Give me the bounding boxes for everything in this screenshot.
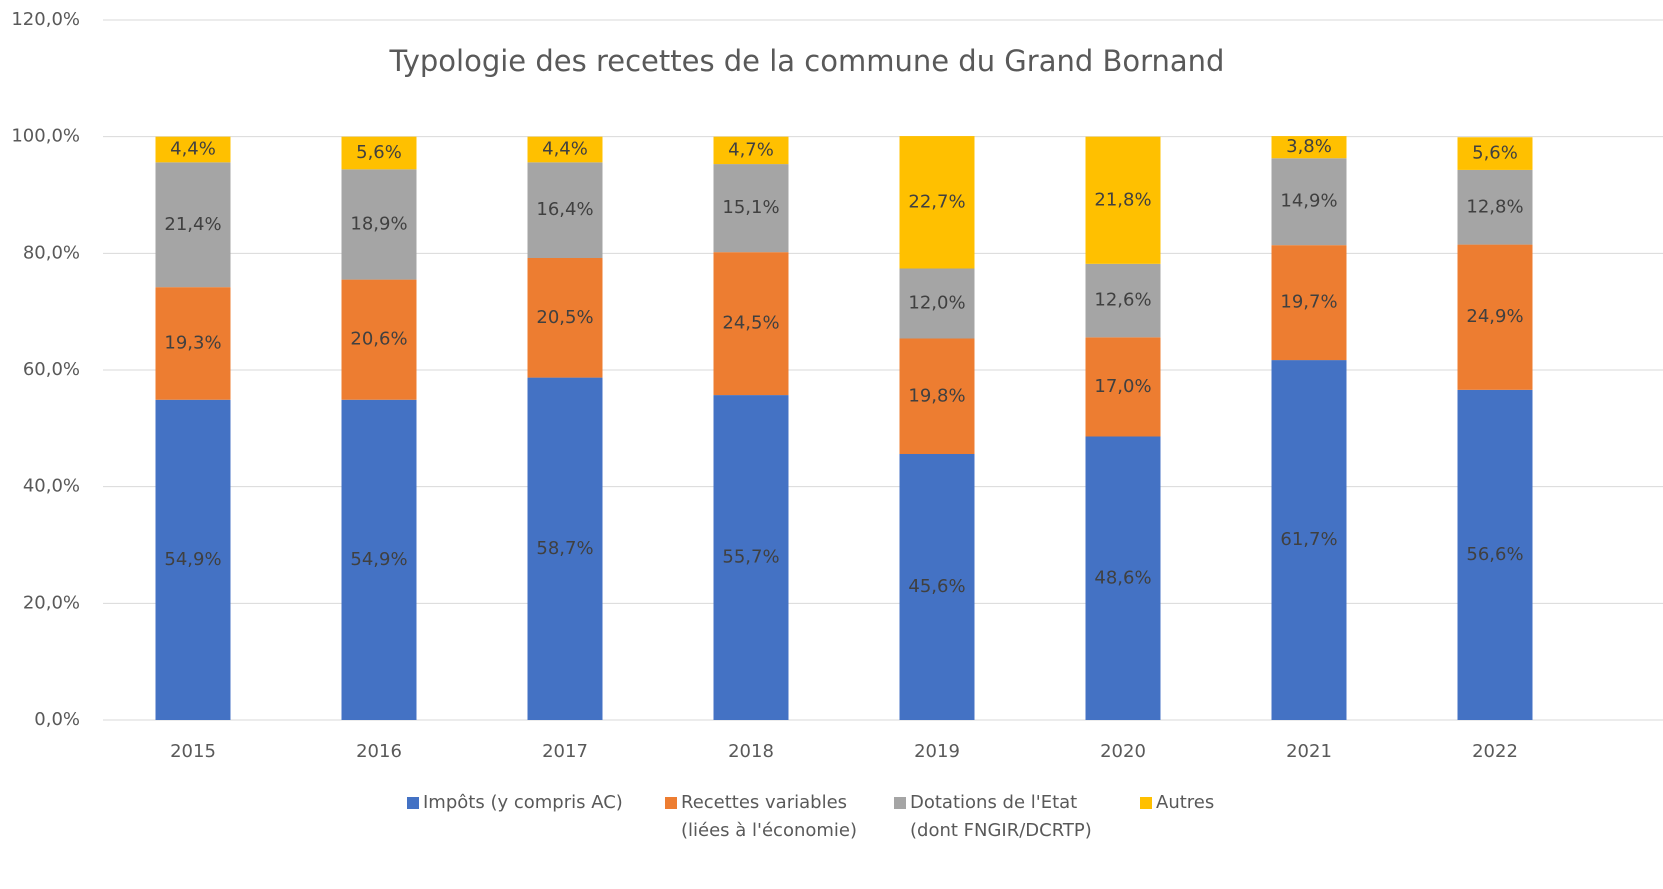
y-tick-label: 80,0% bbox=[23, 242, 80, 263]
chart-title: Typologie des recettes de la commune du … bbox=[389, 44, 1225, 78]
bar-segment bbox=[899, 454, 975, 720]
bar-segment bbox=[155, 287, 231, 400]
bar-segment bbox=[1457, 244, 1533, 390]
bar-segment bbox=[1085, 263, 1161, 338]
data-label: 55,7% bbox=[722, 547, 779, 568]
data-label: 18,9% bbox=[350, 213, 407, 234]
bar-segment bbox=[155, 162, 231, 288]
x-tick-label: 2019 bbox=[914, 741, 960, 762]
x-tick-label: 2020 bbox=[1100, 741, 1146, 762]
bar-segment bbox=[1457, 137, 1533, 170]
bar-segment bbox=[1085, 337, 1161, 437]
y-tick-label: 100,0% bbox=[11, 126, 80, 147]
data-label: 21,4% bbox=[164, 214, 221, 235]
data-label: 4,7% bbox=[728, 139, 774, 160]
bar-segment bbox=[899, 268, 975, 339]
x-tick-label: 2021 bbox=[1286, 741, 1332, 762]
data-label: 3,8% bbox=[1286, 136, 1332, 157]
data-label: 24,9% bbox=[1466, 306, 1523, 327]
data-label: 19,8% bbox=[908, 385, 965, 406]
data-label: 22,7% bbox=[908, 191, 965, 212]
data-label: 15,1% bbox=[722, 197, 779, 218]
y-tick-label: 0,0% bbox=[34, 709, 80, 730]
data-label: 5,6% bbox=[356, 142, 402, 163]
data-label: 20,5% bbox=[536, 307, 593, 328]
legend-item: Impôts (y compris AC) bbox=[407, 789, 623, 817]
legend-label: Dotations de l'Etat (dont FNGIR/DCRTP) bbox=[910, 792, 1092, 841]
bar-segment bbox=[527, 136, 603, 163]
data-label: 4,4% bbox=[542, 139, 588, 160]
bar-segment bbox=[1457, 169, 1533, 245]
x-tick-label: 2016 bbox=[356, 741, 402, 762]
bar-segment bbox=[713, 164, 789, 253]
data-label: 45,6% bbox=[908, 576, 965, 597]
legend-item: Autres bbox=[1140, 789, 1214, 817]
x-tick-label: 2015 bbox=[170, 741, 216, 762]
bar-segment bbox=[527, 162, 603, 258]
data-label: 48,6% bbox=[1094, 567, 1151, 588]
data-label: 24,5% bbox=[722, 313, 779, 334]
data-label: 20,6% bbox=[350, 329, 407, 350]
bar-segment bbox=[341, 279, 417, 400]
data-label: 58,7% bbox=[536, 538, 593, 559]
y-tick-label: 40,0% bbox=[23, 476, 80, 497]
bar-segment bbox=[155, 399, 231, 720]
data-label: 16,4% bbox=[536, 199, 593, 220]
data-label: 12,6% bbox=[1094, 290, 1151, 311]
legend-swatch bbox=[1140, 797, 1152, 809]
bar-segment bbox=[1271, 245, 1347, 361]
data-label: 14,9% bbox=[1280, 191, 1337, 212]
x-tick-label: 2017 bbox=[542, 741, 588, 762]
legend-label: Impôts (y compris AC) bbox=[423, 792, 623, 813]
bar-segment bbox=[899, 338, 975, 454]
bar-segment bbox=[1271, 158, 1347, 246]
data-label: 5,6% bbox=[1472, 143, 1518, 164]
x-tick-label: 2018 bbox=[728, 741, 774, 762]
legend-item: Recettes variables (liées à l'économie) bbox=[665, 789, 857, 845]
y-tick-label: 20,0% bbox=[23, 592, 80, 613]
bar-segment bbox=[899, 136, 975, 269]
data-label: 54,9% bbox=[350, 549, 407, 570]
y-tick-label: 60,0% bbox=[23, 359, 80, 380]
data-label: 54,9% bbox=[164, 549, 221, 570]
data-label: 17,0% bbox=[1094, 376, 1151, 397]
legend-label: Autres bbox=[1156, 792, 1215, 813]
bar-segment bbox=[155, 136, 231, 163]
bar-segment bbox=[527, 377, 603, 720]
bar-segment bbox=[713, 395, 789, 720]
data-label: 56,6% bbox=[1466, 544, 1523, 565]
bar-segment bbox=[1457, 389, 1533, 720]
x-tick-label: 2022 bbox=[1472, 741, 1518, 762]
bar-segment bbox=[713, 136, 789, 165]
bar-segment bbox=[1271, 136, 1347, 159]
data-label: 12,0% bbox=[908, 293, 965, 314]
bar-segment bbox=[341, 399, 417, 720]
data-label: 21,8% bbox=[1094, 189, 1151, 210]
bar-segment bbox=[341, 136, 417, 170]
bar-segment bbox=[341, 169, 417, 280]
data-label: 61,7% bbox=[1280, 529, 1337, 550]
bar-segment bbox=[1085, 136, 1161, 264]
legend-swatch bbox=[894, 797, 906, 809]
y-tick-label: 120,0% bbox=[11, 9, 80, 30]
data-label: 12,8% bbox=[1466, 196, 1523, 217]
data-label: 4,4% bbox=[170, 139, 216, 160]
legend-swatch bbox=[665, 797, 677, 809]
bar-segment bbox=[527, 258, 603, 378]
legend-swatch bbox=[407, 797, 419, 809]
bar-segment bbox=[1085, 436, 1161, 720]
data-label: 19,3% bbox=[164, 332, 221, 353]
legend-item: Dotations de l'Etat (dont FNGIR/DCRTP) bbox=[894, 789, 1092, 845]
bar-segment bbox=[1271, 360, 1347, 720]
bar-segment bbox=[713, 252, 789, 396]
data-label: 19,7% bbox=[1280, 292, 1337, 313]
legend-label: Recettes variables (liées à l'économie) bbox=[681, 792, 858, 841]
